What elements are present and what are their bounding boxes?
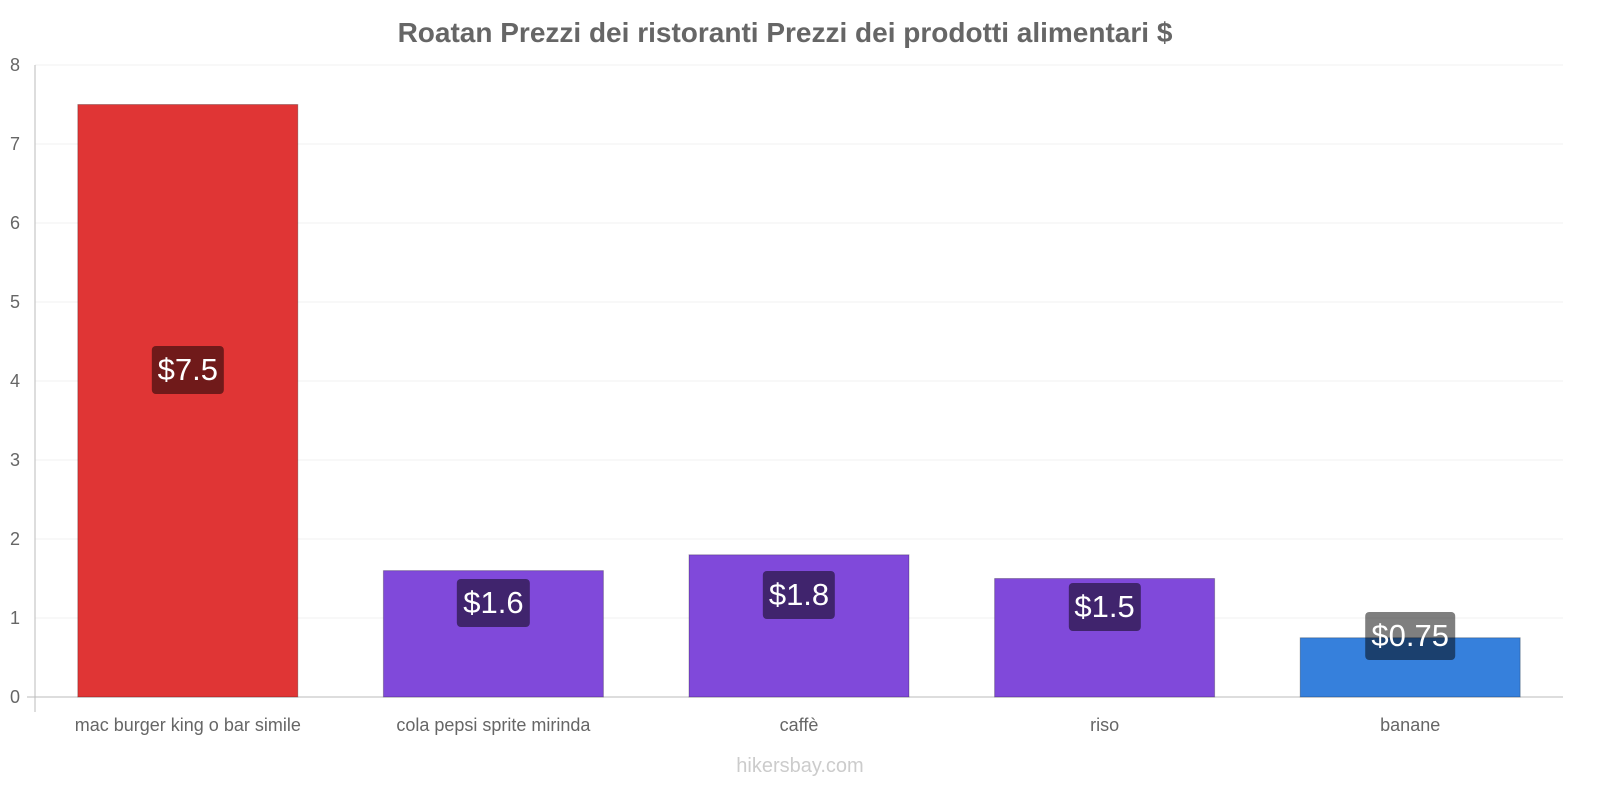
x-tick-label: riso [1090, 715, 1119, 735]
watermark: hikersbay.com [736, 755, 863, 777]
y-tick-label: 4 [10, 371, 20, 391]
y-tick-label: 6 [10, 213, 20, 233]
y-tick-label: 3 [10, 450, 20, 470]
y-tick-label: 2 [10, 529, 20, 549]
data-label: $1.8 [762, 570, 836, 619]
y-tick-label: 8 [10, 55, 20, 75]
bar [77, 104, 299, 698]
data-label: $0.75 [1365, 612, 1455, 661]
data-label: $1.5 [1068, 582, 1141, 631]
y-tick-label: 5 [10, 292, 20, 312]
data-label: $7.5 [151, 345, 224, 394]
chart-title: Roatan Prezzi dei ristoranti Prezzi dei … [398, 17, 1173, 48]
x-tick-label: caffè [780, 715, 819, 735]
x-tick-label: mac burger king o bar simile [75, 715, 301, 735]
x-tick-label: cola pepsi sprite mirinda [396, 715, 591, 735]
y-tick-label: 7 [10, 134, 20, 154]
y-tick-label: 0 [10, 687, 20, 707]
data-label: $1.6 [457, 578, 530, 627]
x-tick-label: banane [1380, 715, 1440, 735]
y-tick-label: 1 [10, 608, 20, 628]
